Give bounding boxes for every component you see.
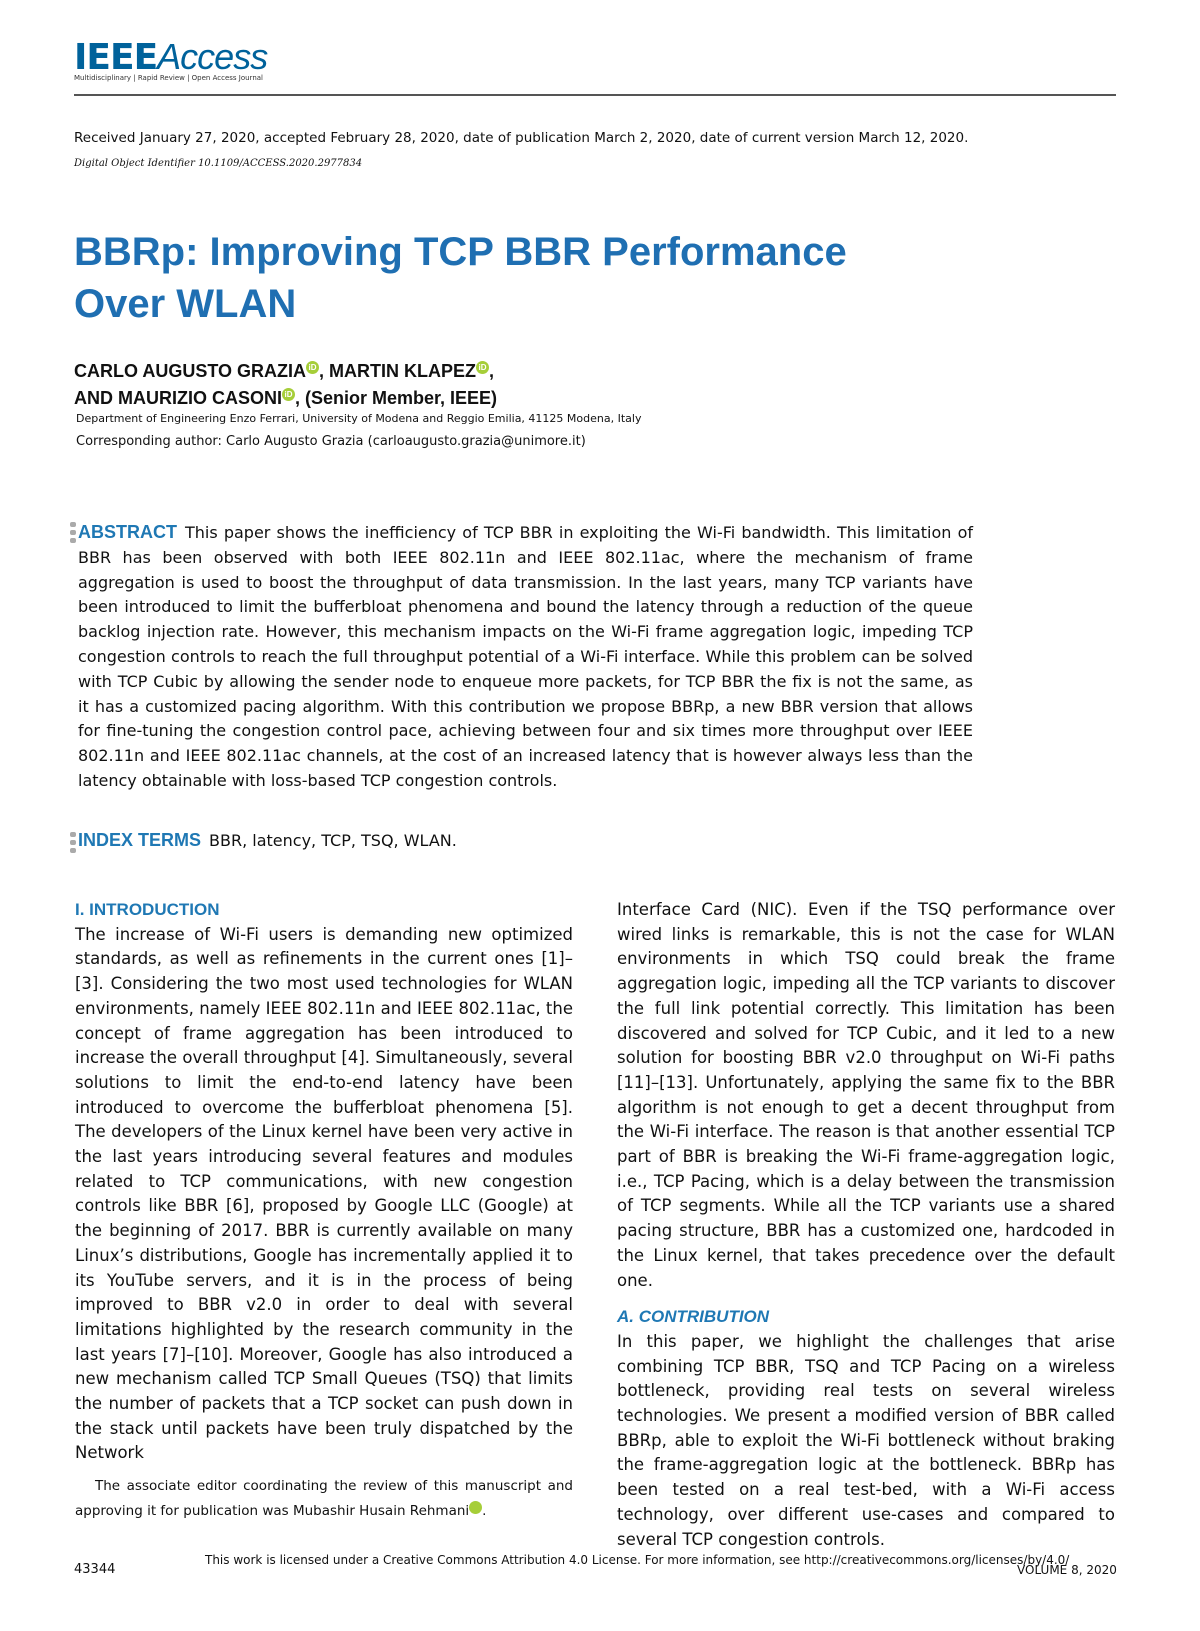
paper-title: BBRp: Improving TCP BBR Performance Over…: [74, 230, 847, 326]
intro-paragraph: The increase of Wi-Fi users is demanding…: [75, 924, 573, 1463]
logo-bold: IEEE: [74, 37, 158, 78]
orcid-icon[interactable]: iD: [476, 361, 489, 374]
orcid-icon[interactable]: iD: [469, 1500, 498, 1514]
index-terms-text: BBR, latency, TCP, TSQ, WLAN.: [209, 831, 457, 850]
author-3: AND MAURIZIO CASONI: [74, 388, 282, 408]
author-2: , MARTIN KLAPEZ: [319, 361, 476, 381]
ieee-access-logo: IEEEAccess: [74, 36, 268, 78]
index-terms-label: INDEX TERMS: [78, 830, 202, 850]
orcid-icon[interactable]: iD: [282, 388, 295, 401]
author-sep: ,: [489, 361, 495, 381]
contribution-paragraph: In this paper, we highlight the challeng…: [617, 1331, 1115, 1549]
journal-tagline: Multidisciplinary | Rapid Review | Open …: [74, 74, 263, 82]
received-dates: Received January 27, 2020, accepted Febr…: [74, 130, 969, 146]
volume: VOLUME 8, 2020: [1017, 1563, 1117, 1577]
doi: Digital Object Identifier 10.1109/ACCESS…: [74, 158, 363, 169]
abstract-text: This paper shows the inefficiency of TCP…: [78, 523, 973, 790]
intro-paragraph-continued: Interface Card (NIC). Even if the TSQ pe…: [617, 900, 1115, 1290]
author-1: CARLO AUGUSTO GRAZIA: [74, 361, 306, 381]
abstract-label: ABSTRACT: [78, 522, 177, 542]
header-rule: [74, 94, 1116, 96]
authors: CARLO AUGUSTO GRAZIA iD, MARTIN KLAPEZ iD,…: [74, 358, 497, 412]
license-notice: This work is licensed under a Creative C…: [205, 1553, 1070, 1567]
section-marker-icon: [70, 832, 76, 856]
intro-heading: I. INTRODUCTION: [75, 900, 220, 919]
section-marker-icon: [70, 522, 76, 546]
author-3-membership: , (Senior Member, IEEE): [295, 388, 498, 408]
logo-light: Access: [157, 36, 268, 77]
orcid-icon[interactable]: iD: [306, 361, 319, 374]
contribution-heading: A. CONTRIBUTION: [617, 1307, 770, 1327]
index-terms: INDEX TERMS BBR, latency, TCP, TSQ, WLAN.: [70, 830, 457, 853]
left-column: I. INTRODUCTION The increase of Wi-Fi us…: [75, 898, 573, 1466]
affiliation: Department of Engineering Enzo Ferrari, …: [76, 412, 642, 425]
right-column: Interface Card (NIC). Even if the TSQ pe…: [617, 898, 1115, 1552]
footnote-text: The associate editor coordinating the re…: [75, 1478, 573, 1519]
corresponding-author: Corresponding author: Carlo Augusto Graz…: [76, 434, 586, 449]
page-number: 43344: [74, 1562, 116, 1577]
abstract: ABSTRACT This paper shows the inefficienc…: [70, 520, 973, 794]
editor-footnote: The associate editor coordinating the re…: [75, 1478, 573, 1519]
